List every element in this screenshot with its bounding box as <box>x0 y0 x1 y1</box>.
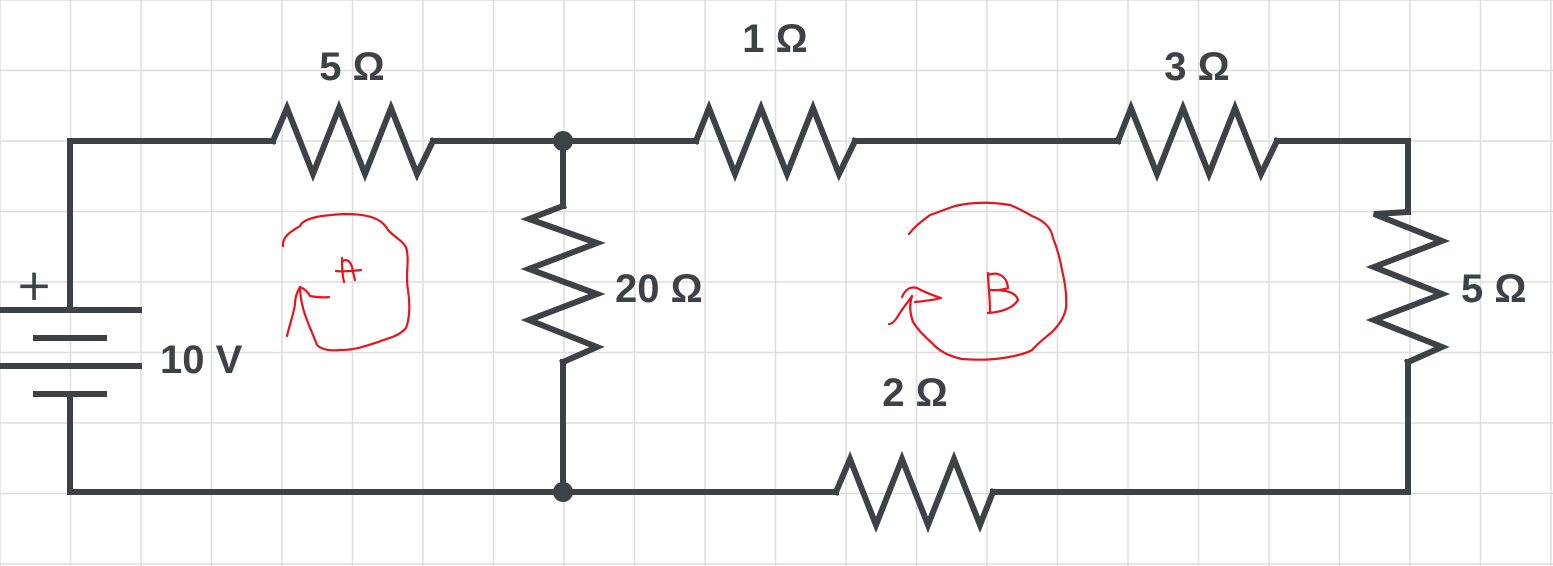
wire-bottom-left <box>67 393 839 495</box>
label-resistor-shunt-right: 5 Ω <box>1461 267 1526 311</box>
label-resistor-top-left: 5 Ω <box>319 45 384 89</box>
resistor-shunt-middle <box>520 202 606 366</box>
wire-right-lower <box>990 359 1411 495</box>
junction-node-top <box>553 131 573 151</box>
resistor-top-right <box>1114 99 1282 183</box>
resistor-shunt-right <box>1365 208 1451 366</box>
resistor-bottom <box>832 450 997 534</box>
polarity-plus: + <box>16 260 53 311</box>
label-resistor-top-middle: 1 Ω <box>742 17 807 61</box>
label-resistor-shunt-middle: 20 Ω <box>615 267 703 311</box>
loop-arrow-a-icon <box>281 212 411 352</box>
resistor-top-middle <box>692 99 860 183</box>
resistor-top-left <box>269 99 438 183</box>
label-resistor-bottom: 2 Ω <box>882 371 947 415</box>
wire-top-left <box>67 138 276 298</box>
junction-node-bottom <box>553 482 573 502</box>
wire-top-right <box>1274 138 1411 215</box>
label-resistor-top-right: 3 Ω <box>1164 45 1229 89</box>
battery-symbol <box>0 292 142 399</box>
loop-arrow-b-icon <box>887 201 1068 361</box>
label-voltage: 10 V <box>160 338 243 382</box>
